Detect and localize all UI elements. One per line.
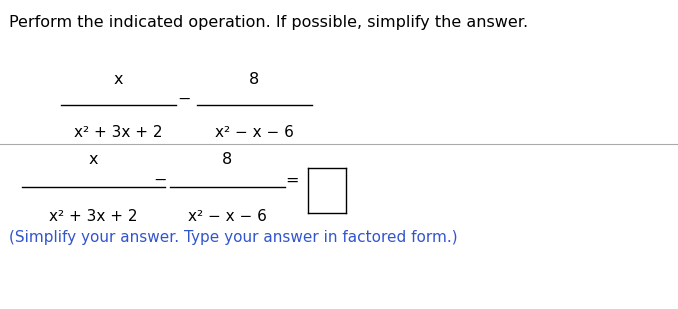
Text: x² − x − 6: x² − x − 6 — [215, 125, 294, 140]
Text: 8: 8 — [222, 152, 233, 167]
Text: x² − x − 6: x² − x − 6 — [188, 209, 266, 224]
Text: x² + 3x + 2: x² + 3x + 2 — [75, 125, 163, 140]
Text: Perform the indicated operation. If possible, simplify the answer.: Perform the indicated operation. If poss… — [9, 15, 528, 31]
Text: −: − — [153, 173, 167, 188]
Text: (Simplify your answer. Type your answer in factored form.): (Simplify your answer. Type your answer … — [9, 230, 458, 245]
Text: x: x — [114, 71, 123, 87]
Text: −: − — [178, 91, 191, 106]
Text: x: x — [89, 152, 98, 167]
Text: =: = — [285, 173, 298, 188]
Text: 8: 8 — [249, 71, 260, 87]
Text: x² + 3x + 2: x² + 3x + 2 — [49, 209, 138, 224]
